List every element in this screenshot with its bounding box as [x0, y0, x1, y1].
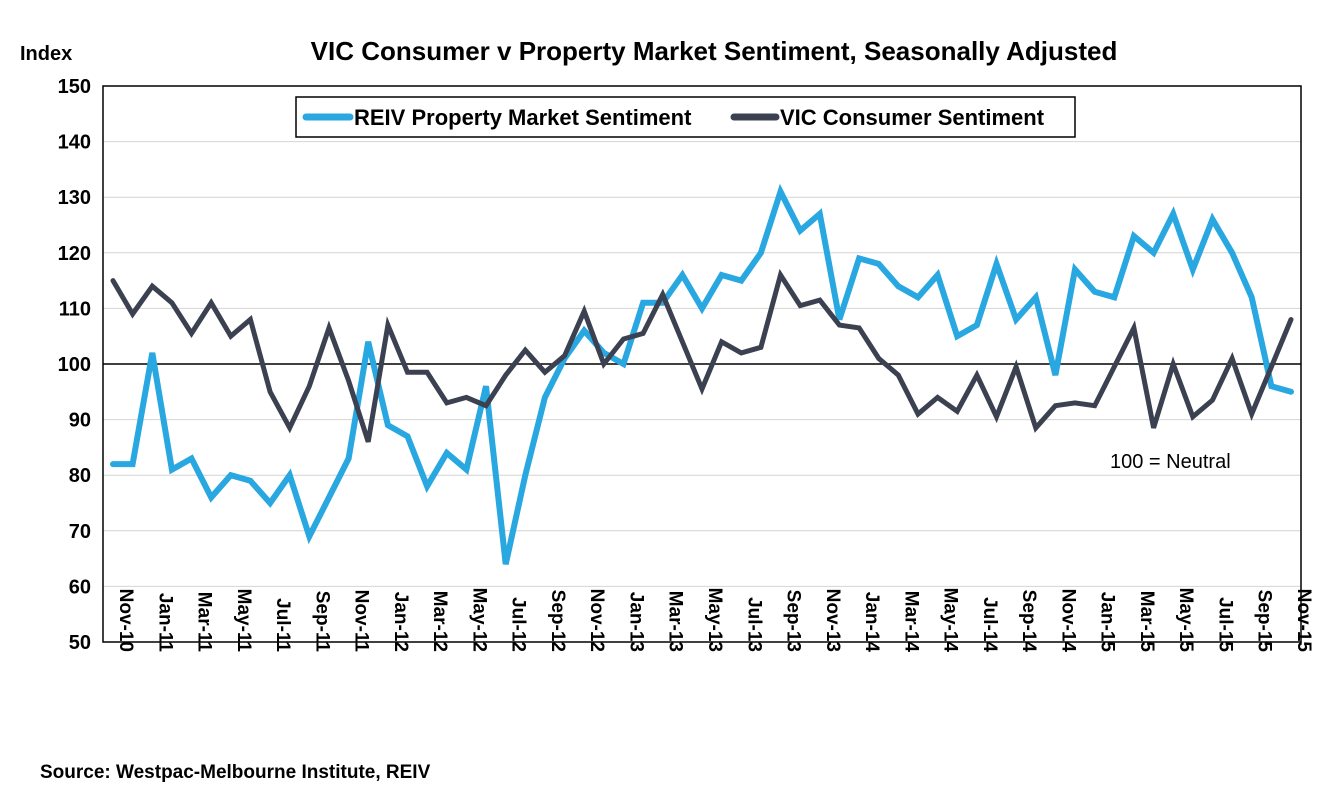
y-tick-label: 90: [69, 410, 91, 432]
x-tick-label: Mar-15: [1136, 591, 1157, 653]
x-tick-label: Sep-12: [547, 590, 568, 652]
y-tick-label: 80: [69, 465, 91, 487]
y-tick-label: 70: [69, 521, 91, 543]
x-tick-label: Nov-15: [1293, 589, 1314, 653]
y-tick-label: 50: [69, 632, 91, 654]
y-tick-label: 130: [58, 187, 91, 209]
x-tick-label: Jan-12: [390, 592, 411, 652]
legend: REIV Property Market Sentiment VIC Consu…: [295, 96, 1076, 138]
x-tick-label: Sep-14: [1018, 590, 1039, 653]
x-tick-label: Mar-11: [194, 592, 215, 653]
x-tick-label: May-15: [1175, 588, 1196, 653]
series-line-reiv: [110, 183, 1294, 565]
source-note: Source: Westpac-Melbourne Institute, REI…: [40, 762, 431, 783]
y-tick-labels: 50 60 70 80 90 100 110 120 130 140 150: [58, 76, 91, 654]
legend-label-vic: VIC Consumer Sentiment: [780, 105, 1045, 130]
x-tick-labels: Nov-10 Jan-11 Mar-11 May-11 Jul-11 Sep-11 Nov-…: [115, 588, 1314, 653]
x-tick-label: Jan-13: [625, 592, 646, 652]
x-tick-label: Jul-12: [508, 597, 529, 652]
y-axis-label: Index: [20, 43, 72, 65]
gridlines: [103, 85, 1301, 643]
x-tick-label: Sep-11: [311, 591, 332, 653]
x-tick-label: Jul-15: [1214, 597, 1235, 652]
y-tick-label: 140: [58, 132, 91, 154]
x-tick-label: Jan-14: [861, 592, 882, 653]
x-tick-label: May-13: [704, 588, 725, 652]
y-tick-label: 110: [59, 298, 91, 320]
x-tick-label: May-12: [468, 588, 489, 652]
x-tick-label: Nov-11: [351, 590, 372, 653]
x-tick-label: Nov-12: [586, 589, 607, 652]
y-tick-label: 60: [69, 576, 91, 598]
y-tick-label: 120: [58, 243, 91, 265]
x-tick-label: Jul-11: [272, 598, 293, 652]
x-tick-label: Nov-14: [1057, 589, 1078, 653]
x-tick-label: Sep-15: [1254, 590, 1275, 653]
x-tick-label: Mar-14: [900, 591, 921, 653]
y-tick-label: 150: [58, 76, 91, 98]
x-tick-label: Jul-14: [979, 597, 1000, 652]
y-tick-label: 100: [58, 354, 91, 376]
plot-frame: [102, 85, 1302, 643]
series-lines: [110, 183, 1294, 565]
neutral-annotation: 100 = Neutral: [1110, 451, 1231, 473]
x-tick-label: Jan-15: [1097, 592, 1118, 653]
x-tick-label: Nov-10: [115, 589, 136, 652]
x-tick-label: May-11: [233, 589, 254, 653]
x-tick-label: Jan-11: [154, 593, 175, 653]
series-line-vic: [110, 268, 1294, 443]
chart-title: VIC Consumer v Property Market Sentiment…: [311, 36, 1118, 66]
x-tick-label: Jul-13: [743, 597, 764, 652]
x-tick-label: Sep-13: [783, 590, 804, 652]
legend-label-reiv: REIV Property Market Sentiment: [354, 105, 692, 130]
x-tick-label: Nov-13: [822, 589, 843, 652]
x-tick-label: May-14: [940, 588, 961, 653]
x-tick-label: Mar-12: [429, 591, 450, 652]
x-tick-label: Mar-13: [665, 591, 686, 652]
legend-box: [295, 96, 1076, 138]
